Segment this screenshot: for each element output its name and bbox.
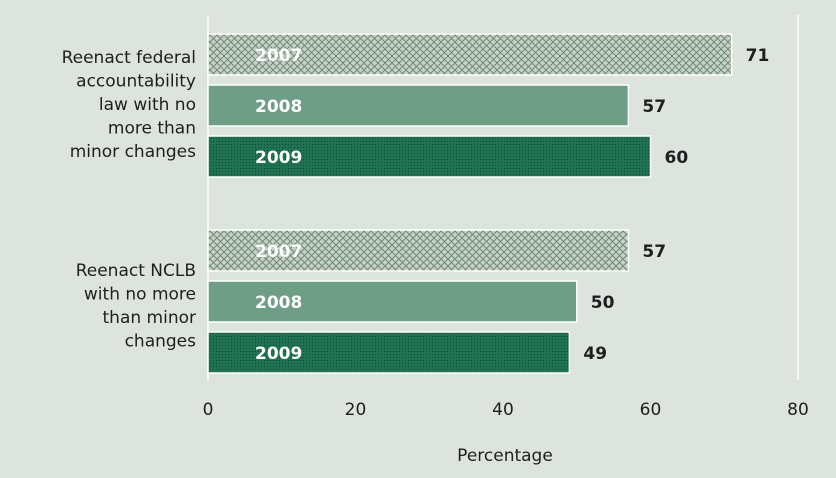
category-labels: Reenact federal accountability law with no… [62,48,197,352]
category-label-line: accountability [76,72,196,92]
bar-value-label: 49 [583,344,607,364]
bar-value-label: 57 [642,242,666,262]
category-label-line: Reenact federal [62,48,196,68]
bar-series-label: 2007 [255,242,302,262]
bar-series-label: 2008 [255,97,302,117]
bar-value-label: 57 [642,97,666,117]
x-axis-title: Percentage [457,446,553,466]
category-label-line: Reenact NCLB [76,261,196,281]
x-tick-label: 0 [203,400,214,420]
category-label-line: minor changes [70,142,196,162]
bar-2007-cat0 [207,33,733,76]
bar-2007-cat1 [207,229,630,272]
x-tick-label: 60 [640,400,662,420]
bar-value-label: 50 [591,293,615,313]
bar-2008-cat0 [207,84,630,127]
x-tick-label: 80 [787,400,809,420]
category-label-line: than minor [103,308,196,328]
category-label-line: law with no [99,95,196,115]
x-tick-label: 20 [345,400,367,420]
category-label-line: with no more [84,285,196,305]
bar-series-label: 2009 [255,148,302,168]
category-label-line: changes [125,332,197,352]
bar-value-label: 71 [746,46,770,66]
bar-2008-cat1 [207,280,578,323]
bar-2009-cat0 [207,135,652,178]
category-label-line: more than [108,119,196,139]
bar-value-label: 60 [665,148,689,168]
bar-series-label: 2008 [255,293,302,313]
bar-series-label: 2009 [255,344,302,364]
x-tick-label: 40 [492,400,514,420]
bars-group: 2007 71 2008 57 2009 60 2007 57 2008 50 2009 49 [207,33,770,374]
x-tick-labels: 0 20 40 60 80 [203,400,809,420]
bar-series-label: 2007 [255,46,302,66]
bar-2009-cat1 [207,331,571,374]
